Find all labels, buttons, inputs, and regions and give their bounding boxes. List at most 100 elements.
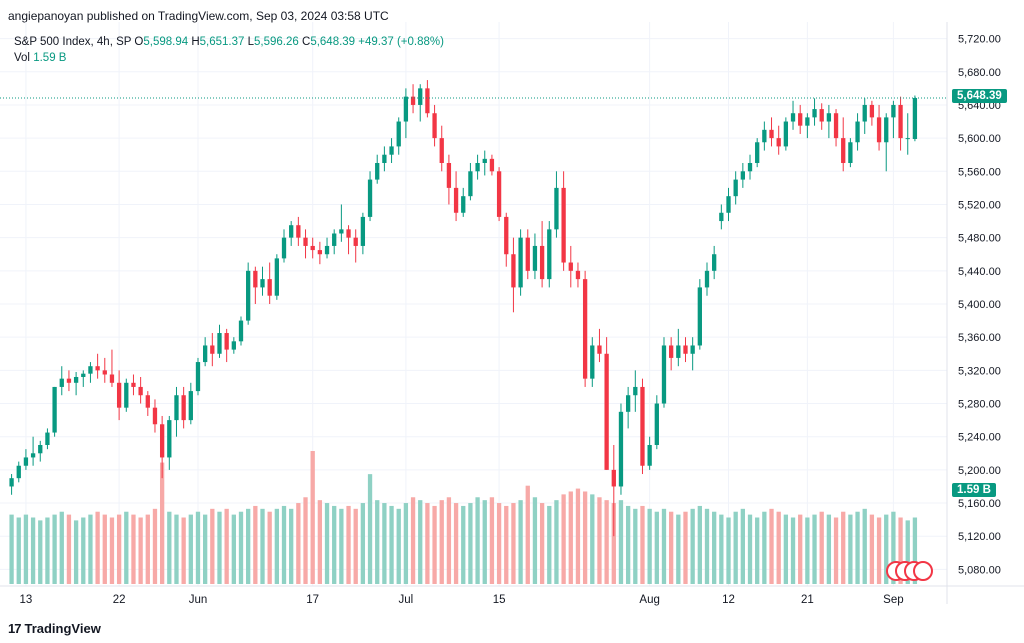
legend-symbol[interactable]: S&P 500 Index, 4h, SP	[14, 36, 132, 48]
y-tick-label: 5,280.00	[958, 399, 1001, 411]
volume-bar	[511, 503, 516, 584]
flag-icons	[886, 561, 933, 581]
candle-body	[518, 237, 523, 288]
volume-bar	[661, 508, 667, 584]
candle-body	[539, 245, 545, 280]
candle-body	[59, 378, 64, 387]
volume-bar	[353, 508, 358, 584]
volume-bar	[568, 491, 573, 584]
x-tick-label: 21	[801, 594, 814, 606]
candle-body	[159, 424, 165, 458]
legend-low-label: L	[247, 36, 255, 48]
volume-bar	[410, 497, 416, 584]
candle-body	[396, 121, 401, 147]
volume-bar	[367, 474, 373, 584]
candle-body	[310, 245, 315, 251]
time-axis[interactable]: 13 22 Jun 17 Jul 15 Aug 12 21 Sep	[20, 594, 904, 606]
volume-bar	[382, 503, 387, 584]
volume-bar	[554, 500, 559, 584]
candle-body	[561, 187, 566, 263]
candle-body	[841, 138, 846, 163]
candle-body	[281, 237, 287, 259]
volume-bar	[116, 514, 122, 584]
volume-bar	[167, 511, 172, 584]
candle-body	[833, 113, 839, 139]
volume-bar	[884, 514, 889, 584]
tradingview-brand[interactable]: 17 TradingView	[8, 621, 101, 636]
volume-bar	[776, 511, 781, 584]
volume-bar	[841, 511, 846, 584]
candle-body	[654, 403, 659, 445]
volume-bar	[848, 514, 853, 584]
x-tick-label: 17	[306, 594, 319, 606]
candle-body	[403, 96, 409, 122]
x-tick-label: Jul	[399, 594, 414, 606]
volume-bar	[762, 511, 767, 584]
candle-body	[604, 353, 609, 470]
candle-body	[762, 129, 767, 143]
volume-bar	[425, 503, 430, 584]
volume-bar	[389, 505, 394, 584]
x-tick-label: Aug	[639, 594, 659, 606]
volume-bar	[755, 517, 760, 584]
volume-bar	[303, 497, 308, 584]
volume-bar	[102, 514, 107, 584]
volume-bar	[253, 505, 258, 584]
volume-bar	[403, 503, 409, 584]
candle-body	[625, 395, 631, 412]
volume-bar	[891, 511, 896, 584]
volume-bar	[733, 511, 738, 584]
candle-body	[618, 411, 624, 487]
candle-body	[575, 270, 581, 280]
candle-body	[188, 391, 193, 421]
candle-body	[590, 345, 595, 379]
y-tick-label: 5,120.00	[958, 531, 1001, 543]
candle-body	[439, 138, 444, 163]
volume-bar	[504, 505, 509, 584]
volume-bar	[246, 508, 251, 584]
volume-bar	[683, 511, 688, 584]
candle-body	[783, 121, 789, 147]
legend-high-label: H	[191, 36, 200, 48]
y-tick-label: 5,720.00	[958, 34, 1001, 46]
legend-change: +49.37 (+0.88%)	[358, 36, 444, 48]
candle-body	[712, 254, 717, 271]
candle-body	[669, 345, 674, 358]
price-axis[interactable]: 5,080.00 5,120.00 5,160.00 5,200.00 5,240.00…	[958, 34, 1001, 577]
y-tick-label: 5,200.00	[958, 465, 1001, 477]
volume-bar	[346, 505, 351, 584]
volume-bar	[138, 517, 143, 584]
candle-body	[246, 270, 251, 321]
grid-lines	[0, 22, 947, 586]
volume-bar	[131, 514, 136, 584]
volume-bar	[231, 514, 236, 584]
candle-body	[210, 345, 215, 354]
volume-bar	[59, 511, 64, 584]
candle-body	[45, 432, 50, 445]
candle-body	[375, 163, 380, 180]
volume-bar	[625, 505, 631, 584]
volume-bar	[174, 514, 179, 584]
candle-body	[224, 333, 229, 350]
tradingview-logo-icon: 17	[8, 621, 22, 636]
candle-body	[360, 216, 366, 246]
volume-bar	[159, 462, 165, 584]
volume-bar	[618, 500, 624, 584]
volume-bar	[532, 497, 538, 584]
y-tick-label: 5,400.00	[958, 299, 1001, 311]
volume-bar	[547, 505, 552, 584]
volume-bar	[539, 503, 545, 584]
legend-low: 5,596.26	[254, 36, 299, 48]
y-tick-label: 5,440.00	[958, 266, 1001, 278]
volume-bar	[52, 514, 57, 584]
candle-body	[790, 113, 796, 122]
volume-bar	[339, 508, 344, 584]
candle-body	[876, 117, 882, 143]
candle-body	[453, 187, 459, 213]
candle-body	[812, 109, 817, 118]
volume-bar	[489, 497, 495, 584]
candle-body	[769, 129, 774, 139]
volume-bar	[45, 517, 50, 584]
y-tick-label: 5,160.00	[958, 498, 1001, 510]
